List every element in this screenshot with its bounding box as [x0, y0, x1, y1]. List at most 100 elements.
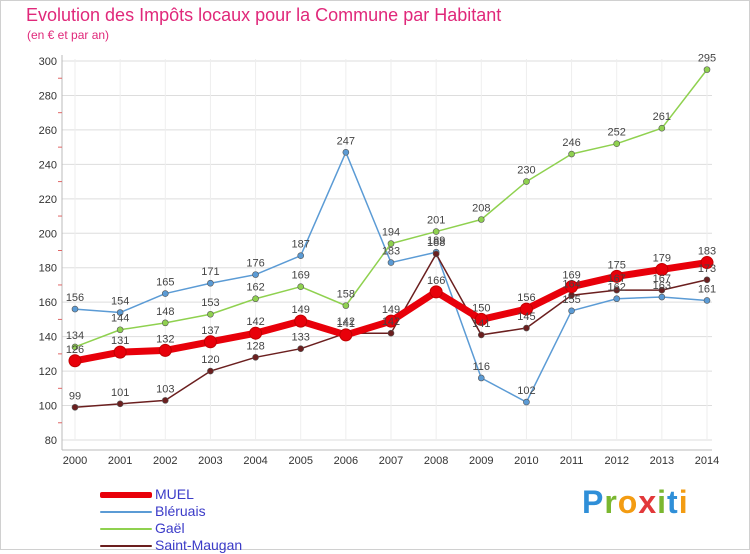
- data-label: 132: [156, 333, 174, 345]
- x-tick-label: 2011: [560, 455, 584, 467]
- legend-label: Saint-Maugan: [155, 537, 243, 553]
- x-tick-label: 2010: [514, 455, 538, 467]
- data-point: [565, 280, 579, 294]
- data-label: 162: [608, 282, 626, 294]
- data-label: 99: [69, 390, 81, 402]
- data-label: 149: [292, 304, 310, 316]
- data-label: 201: [427, 215, 445, 227]
- data-point: [655, 262, 669, 276]
- data-point: [523, 324, 530, 332]
- legend-swatch: [100, 511, 152, 513]
- data-point: [477, 331, 485, 339]
- data-point: [116, 326, 124, 334]
- brand-letter: i: [657, 484, 668, 520]
- data-label: 144: [111, 313, 129, 325]
- data-label: 183: [382, 246, 400, 258]
- data-point: [658, 124, 666, 132]
- data-point: [658, 293, 666, 301]
- data-point: [610, 269, 624, 283]
- data-label: 169: [562, 270, 580, 282]
- data-label: 179: [653, 252, 671, 264]
- legend-label: Gaël: [155, 520, 185, 536]
- data-label: 247: [337, 135, 355, 147]
- data-point: [207, 310, 214, 318]
- y-tick-label: 280: [39, 90, 57, 102]
- data-point: [116, 309, 124, 316]
- data-point: [387, 240, 395, 247]
- data-label: 194: [382, 227, 400, 239]
- data-label: 101: [111, 387, 129, 399]
- data-label: 155: [562, 294, 580, 306]
- y-tick-label: 120: [39, 366, 57, 378]
- data-point: [71, 305, 79, 313]
- data-label: 295: [698, 53, 716, 65]
- data-label: 141: [337, 318, 355, 330]
- y-tick-label: 140: [39, 332, 57, 344]
- brand-letter: i: [678, 484, 689, 520]
- data-label: 128: [246, 340, 264, 352]
- data-label: 187: [292, 239, 310, 251]
- x-tick-label: 2008: [424, 455, 448, 467]
- data-label: 166: [427, 275, 445, 287]
- data-point: [161, 319, 169, 327]
- brand-letter: x: [638, 484, 658, 520]
- data-point: [432, 228, 440, 235]
- data-label: 156: [517, 292, 535, 304]
- data-point: [342, 302, 350, 309]
- data-label: 137: [201, 325, 219, 337]
- data-point: [116, 400, 124, 408]
- data-point: [700, 256, 714, 270]
- y-tick-label: 80: [45, 435, 57, 447]
- data-label: 103: [156, 383, 174, 395]
- y-tick-label: 100: [39, 401, 57, 413]
- data-point: [297, 345, 305, 352]
- data-point: [432, 250, 440, 258]
- data-point: [68, 354, 82, 368]
- data-point: [207, 279, 214, 287]
- data-point: [297, 283, 305, 290]
- data-point: [339, 328, 353, 342]
- data-point: [387, 259, 395, 266]
- data-label: 142: [246, 316, 264, 328]
- data-label: 153: [201, 297, 219, 309]
- data-label: 165: [156, 277, 174, 289]
- x-tick-label: 2006: [334, 455, 358, 467]
- data-label: 183: [698, 246, 716, 258]
- data-point: [429, 285, 443, 299]
- data-label: 148: [156, 306, 174, 318]
- data-point: [613, 286, 621, 294]
- data-label: 164: [562, 278, 580, 290]
- x-tick-label: 2012: [604, 455, 628, 467]
- legend-label: MUEL: [155, 486, 194, 502]
- y-tick-label: 240: [39, 159, 57, 171]
- data-label: 261: [653, 111, 671, 123]
- data-label: 167: [653, 273, 671, 285]
- data-point: [523, 398, 530, 406]
- data-label: 158: [337, 289, 355, 301]
- data-label: 131: [111, 335, 129, 347]
- data-point: [568, 307, 575, 315]
- data-point: [477, 374, 485, 382]
- chart-subtitle: (en € et par an): [27, 28, 110, 42]
- legend-swatch: [100, 545, 152, 547]
- data-label: 188: [427, 237, 445, 249]
- data-point: [158, 343, 172, 357]
- x-tick-label: 2004: [243, 455, 267, 467]
- data-point: [297, 252, 305, 259]
- data-point: [613, 295, 621, 303]
- data-label: 149: [382, 304, 400, 316]
- data-label: 230: [517, 165, 535, 177]
- data-point: [252, 295, 259, 303]
- data-label: 150: [472, 302, 490, 314]
- data-label: 252: [608, 127, 626, 139]
- y-tick-label: 180: [39, 263, 57, 275]
- data-point: [203, 335, 217, 349]
- data-label: 145: [517, 311, 535, 323]
- data-label: 141: [472, 318, 490, 330]
- data-point: [703, 297, 711, 304]
- data-label: 161: [698, 283, 716, 295]
- data-point: [477, 216, 485, 223]
- chart-title: Evolution des Impôts locaux pour la Comm…: [26, 5, 502, 25]
- data-label: 154: [111, 296, 129, 308]
